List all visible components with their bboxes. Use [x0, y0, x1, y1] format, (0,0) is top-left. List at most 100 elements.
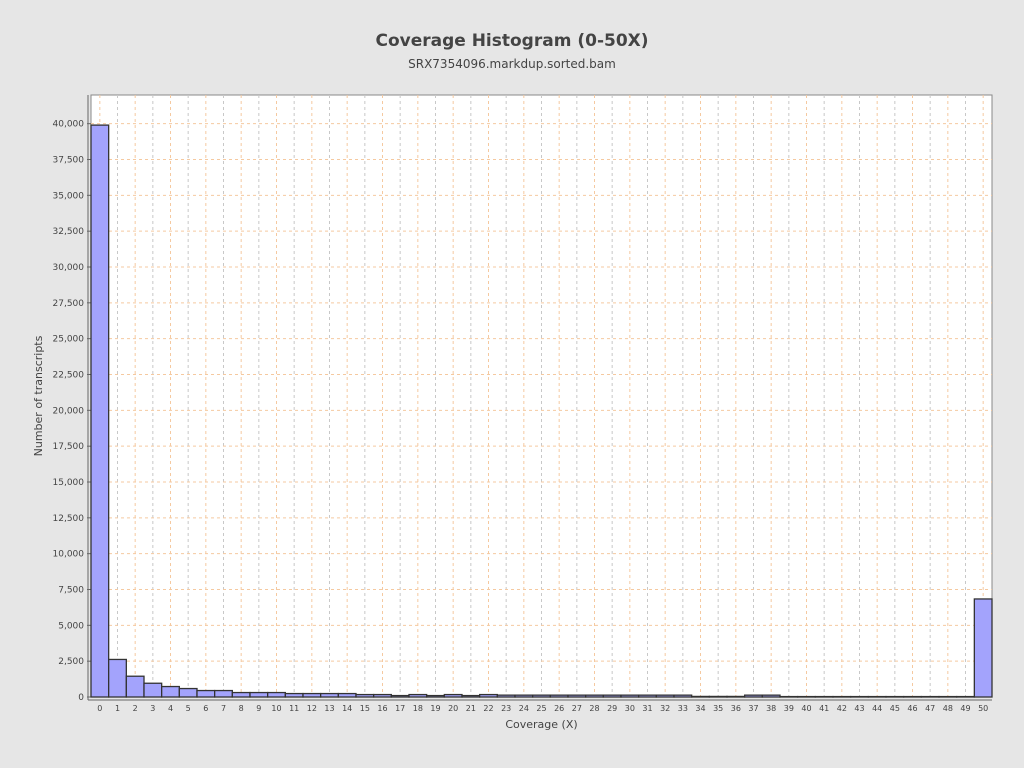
bar-7	[214, 689, 233, 698]
x-tick-label: 21	[466, 704, 476, 713]
x-tick-label: 32	[660, 704, 670, 713]
x-axis-label: Coverage (X)	[505, 718, 577, 731]
x-tick-label: 47	[925, 704, 935, 713]
x-tick-label: 46	[907, 704, 917, 713]
x-tick-label: 20	[448, 704, 458, 713]
bar-30	[620, 694, 640, 698]
y-tick-label: 5,000	[58, 621, 84, 631]
bar-0	[90, 124, 110, 698]
bar-14	[337, 692, 357, 698]
x-tick-label: 8	[239, 704, 244, 713]
y-tick-label: 17,500	[53, 442, 85, 452]
x-tick-label: 35	[713, 704, 723, 713]
bar-27	[567, 694, 587, 698]
x-tick-label: 17	[395, 704, 405, 713]
x-tick-label: 22	[483, 704, 493, 713]
bar-32	[655, 694, 675, 698]
bar-35	[708, 695, 728, 698]
chart-subtitle: SRX7354096.markdup.sorted.bam	[408, 57, 616, 71]
y-tick-label: 35,000	[53, 191, 85, 201]
y-tick-label: 20,000	[53, 406, 85, 416]
bar-17	[390, 694, 410, 698]
bar-2	[125, 675, 145, 698]
x-tick-label: 29	[607, 704, 617, 713]
x-tick-label: 19	[430, 704, 440, 713]
bar-19	[426, 694, 445, 698]
x-tick-label: 10	[271, 704, 281, 713]
x-tick-label: 7	[221, 704, 226, 713]
bar-33	[673, 694, 693, 698]
y-tick-label: 7,500	[58, 586, 84, 596]
bar-21	[461, 694, 481, 698]
x-tick-label: 16	[377, 704, 387, 713]
x-tick-label: 12	[307, 704, 317, 713]
bar-9	[249, 691, 269, 698]
bar-12	[302, 692, 322, 698]
x-tick-label: 50	[978, 704, 988, 713]
bar-28	[585, 694, 604, 698]
y-tick-label: 37,500	[53, 156, 85, 166]
x-tick-label: 41	[819, 704, 829, 713]
bar-38	[761, 694, 781, 698]
x-tick-label: 43	[854, 704, 864, 713]
x-tick-label: 45	[890, 704, 900, 713]
bar-37	[744, 694, 763, 698]
bar-4	[161, 685, 180, 698]
x-tick-label: 37	[748, 704, 758, 713]
bar-16	[373, 693, 392, 698]
x-tick-label: 24	[519, 704, 529, 713]
x-tick-label: 40	[801, 704, 811, 713]
x-tick-label: 42	[837, 704, 847, 713]
bar-50	[973, 598, 993, 698]
bar-29	[602, 694, 622, 698]
x-tick-label: 1	[115, 704, 120, 713]
y-tick-label: 32,500	[53, 227, 85, 237]
x-tick-label: 28	[589, 704, 599, 713]
x-tick-label: 36	[731, 704, 741, 713]
x-tick-label: 30	[625, 704, 635, 713]
x-tick-label: 33	[678, 704, 688, 713]
bar-20	[443, 693, 463, 698]
y-tick-label: 27,500	[53, 299, 85, 309]
x-tick-label: 38	[766, 704, 776, 713]
x-tick-label: 27	[572, 704, 582, 713]
bar-8	[231, 691, 251, 698]
bar-3	[143, 682, 163, 698]
bar-34	[691, 695, 710, 698]
x-tick-label: 44	[872, 704, 882, 713]
y-tick-label: 2,500	[58, 657, 84, 667]
x-tick-label: 49	[960, 704, 970, 713]
bar-13	[320, 692, 339, 698]
bar-15	[355, 693, 375, 698]
bar-5	[178, 687, 198, 698]
x-tick-label: 23	[501, 704, 511, 713]
bar-23	[496, 694, 516, 698]
bar-36	[726, 695, 746, 698]
bar-25	[532, 694, 551, 698]
bar-6	[196, 689, 216, 698]
x-tick-label: 3	[150, 704, 155, 713]
x-tick-label: 34	[695, 704, 705, 713]
x-tick-label: 6	[203, 704, 208, 713]
bar-24	[514, 694, 534, 698]
y-tick-label: 12,500	[53, 514, 85, 524]
x-tick-label: 0	[97, 704, 102, 713]
y-tick-label: 30,000	[53, 263, 85, 273]
bar-10	[267, 691, 286, 698]
x-tick-label: 18	[413, 704, 423, 713]
x-tick-label: 13	[324, 704, 334, 713]
y-tick-label: 22,500	[53, 371, 85, 381]
x-tick-label: 48	[943, 704, 953, 713]
x-tick-label: 26	[554, 704, 564, 713]
x-tick-label: 4	[168, 704, 173, 713]
y-tick-label: 25,000	[53, 335, 85, 345]
bar-26	[549, 694, 569, 698]
x-tick-label: 14	[342, 704, 352, 713]
x-tick-label: 31	[642, 704, 652, 713]
x-tick-label: 11	[289, 704, 299, 713]
bar-18	[408, 693, 428, 698]
bar-1	[108, 658, 127, 698]
y-tick-label: 15,000	[53, 478, 85, 488]
y-tick-label: 10,000	[53, 550, 85, 560]
